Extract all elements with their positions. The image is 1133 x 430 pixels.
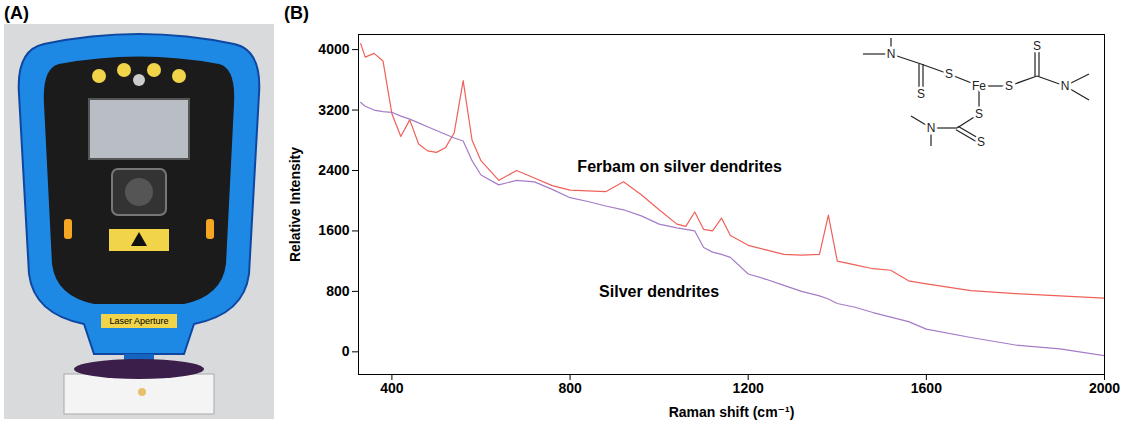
html-text:(A): (A) — [4, 3, 29, 23]
svg-text:4000: 4000 — [318, 41, 349, 57]
svg-text:Silver dendrites: Silver dendrites — [599, 283, 719, 300]
svg-text:800: 800 — [326, 283, 350, 299]
html-text:(B): (B) — [284, 3, 309, 23]
svg-text:Relative Intensity: Relative Intensity — [287, 147, 303, 262]
svg-text:S: S — [1033, 39, 1041, 53]
svg-text:S: S — [917, 87, 925, 101]
svg-text:3200: 3200 — [318, 102, 349, 118]
svg-text:S: S — [945, 67, 953, 81]
svg-text:Fe: Fe — [972, 79, 986, 93]
svg-text:S: S — [977, 135, 985, 149]
svg-text:Raman shift (cm⁻¹): Raman shift (cm⁻¹) — [669, 404, 795, 420]
svg-text:N: N — [1061, 79, 1070, 93]
svg-text:Laser Aperture: Laser Aperture — [109, 316, 168, 326]
svg-text:Ferbam on silver dendrites: Ferbam on silver dendrites — [577, 158, 782, 175]
svg-text:S: S — [1005, 79, 1013, 93]
svg-text:1200: 1200 — [733, 380, 764, 396]
svg-text:1600: 1600 — [911, 380, 942, 396]
svg-text:400: 400 — [380, 380, 404, 396]
svg-text:2000: 2000 — [1089, 380, 1120, 396]
svg-text:800: 800 — [558, 380, 582, 396]
svg-text:N: N — [887, 47, 896, 61]
svg-text:N: N — [927, 121, 936, 135]
svg-text:0: 0 — [342, 343, 350, 359]
svg-text:2400: 2400 — [318, 162, 349, 178]
svg-text:1600: 1600 — [318, 222, 349, 238]
svg-text:S: S — [975, 107, 983, 121]
